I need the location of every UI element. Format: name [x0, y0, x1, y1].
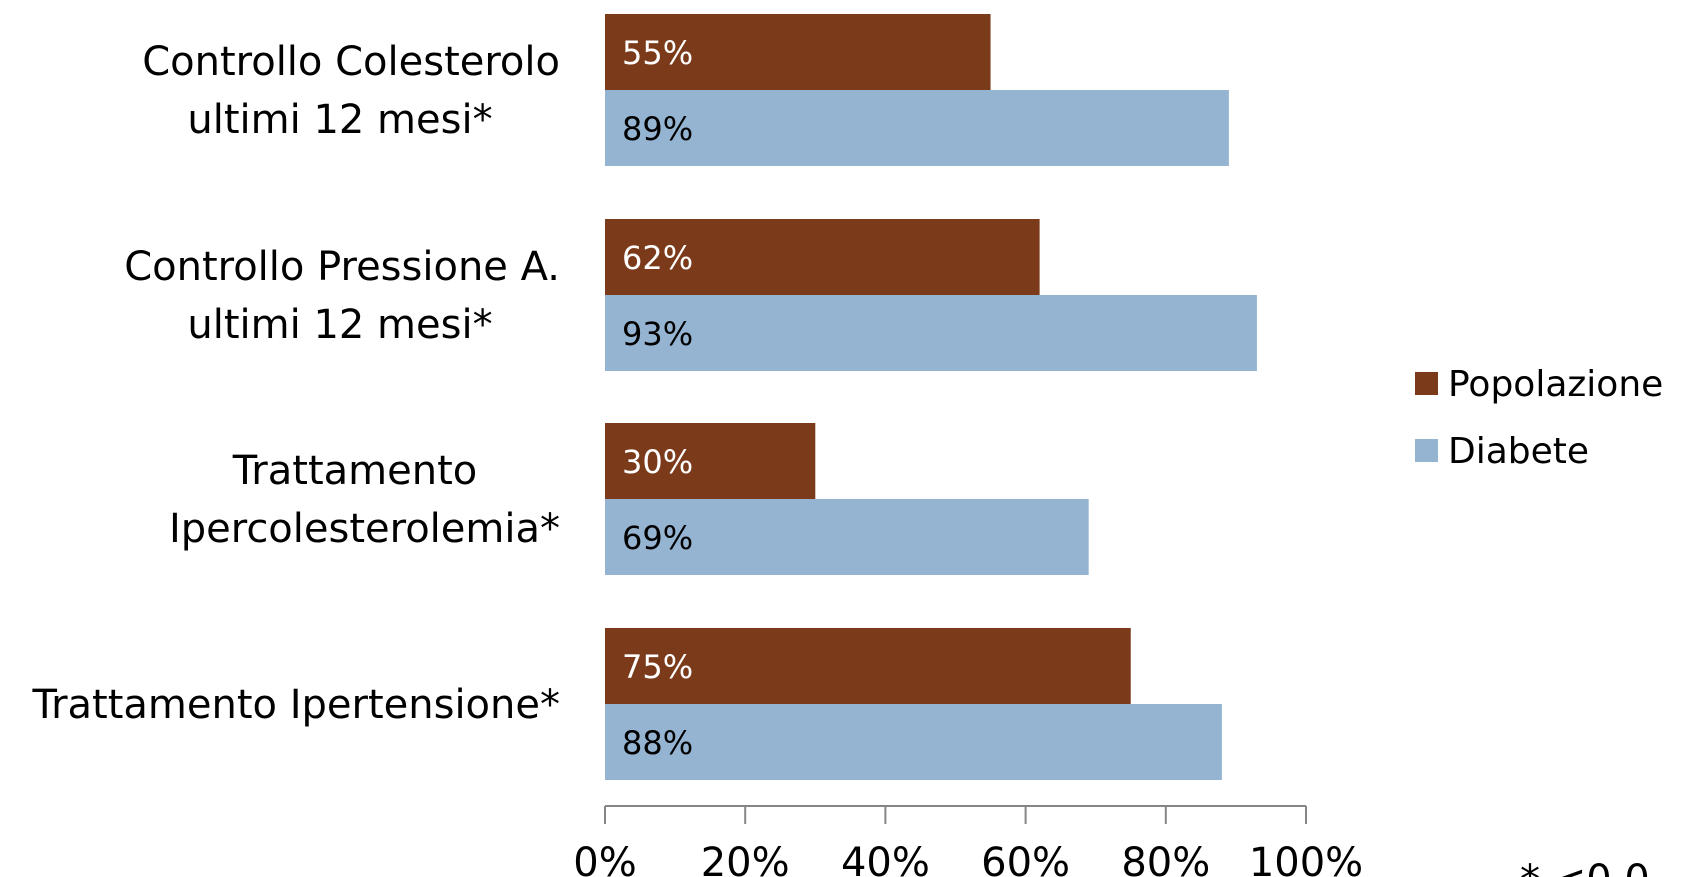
legend-swatch [1415, 372, 1438, 395]
bar-popolazione [605, 14, 991, 90]
footnote: * <0,0 [1520, 857, 1650, 877]
bar-diabete [605, 499, 1089, 575]
category-label: Controllo Pressione A. [124, 244, 560, 290]
category-label: ultimi 12 mesi* [187, 97, 492, 143]
category-label: Controllo Colesterolo [142, 39, 560, 85]
category-label: Trattamento Ipertensione* [32, 682, 560, 728]
bar-diabete [605, 90, 1229, 166]
bar-popolazione [605, 628, 1131, 704]
x-tick-label: 40% [841, 840, 930, 877]
category-label: Ipercolesterolemia* [169, 506, 560, 552]
x-tick-label: 60% [981, 840, 1070, 877]
bar-popolazione [605, 423, 816, 499]
data-label: 75% [622, 648, 693, 686]
x-axis: 0% 20% 40% 60% 80% 100% [573, 805, 1363, 877]
bar-diabete [605, 704, 1222, 780]
legend-swatch [1415, 439, 1438, 462]
data-label: 30% [622, 443, 693, 481]
legend-label: Diabete [1448, 431, 1589, 472]
x-tick-label: 20% [701, 840, 790, 877]
data-label: 69% [622, 519, 693, 557]
data-label: 62% [622, 239, 693, 277]
x-tick-label: 100% [1249, 840, 1363, 877]
data-label: 88% [622, 724, 693, 762]
legend-label: Popolazione [1448, 364, 1663, 405]
category-label: ultimi 12 mesi* [187, 302, 492, 348]
data-label: 55% [622, 34, 693, 72]
data-label: 93% [622, 315, 693, 353]
bar-popolazione [605, 219, 1040, 295]
bars: 55% 89% 62% 93% 30% 69% 75% 88% [605, 14, 1257, 780]
data-label: 89% [622, 110, 693, 148]
bar-diabete [605, 295, 1257, 371]
category-labels: Controllo Colesterolo ultimi 12 mesi* Cont… [32, 39, 560, 728]
x-tick-label: 0% [573, 840, 636, 877]
category-label: Trattamento [232, 448, 477, 494]
legend: Popolazione Diabete [1415, 364, 1663, 472]
x-tick-label: 80% [1121, 840, 1210, 877]
